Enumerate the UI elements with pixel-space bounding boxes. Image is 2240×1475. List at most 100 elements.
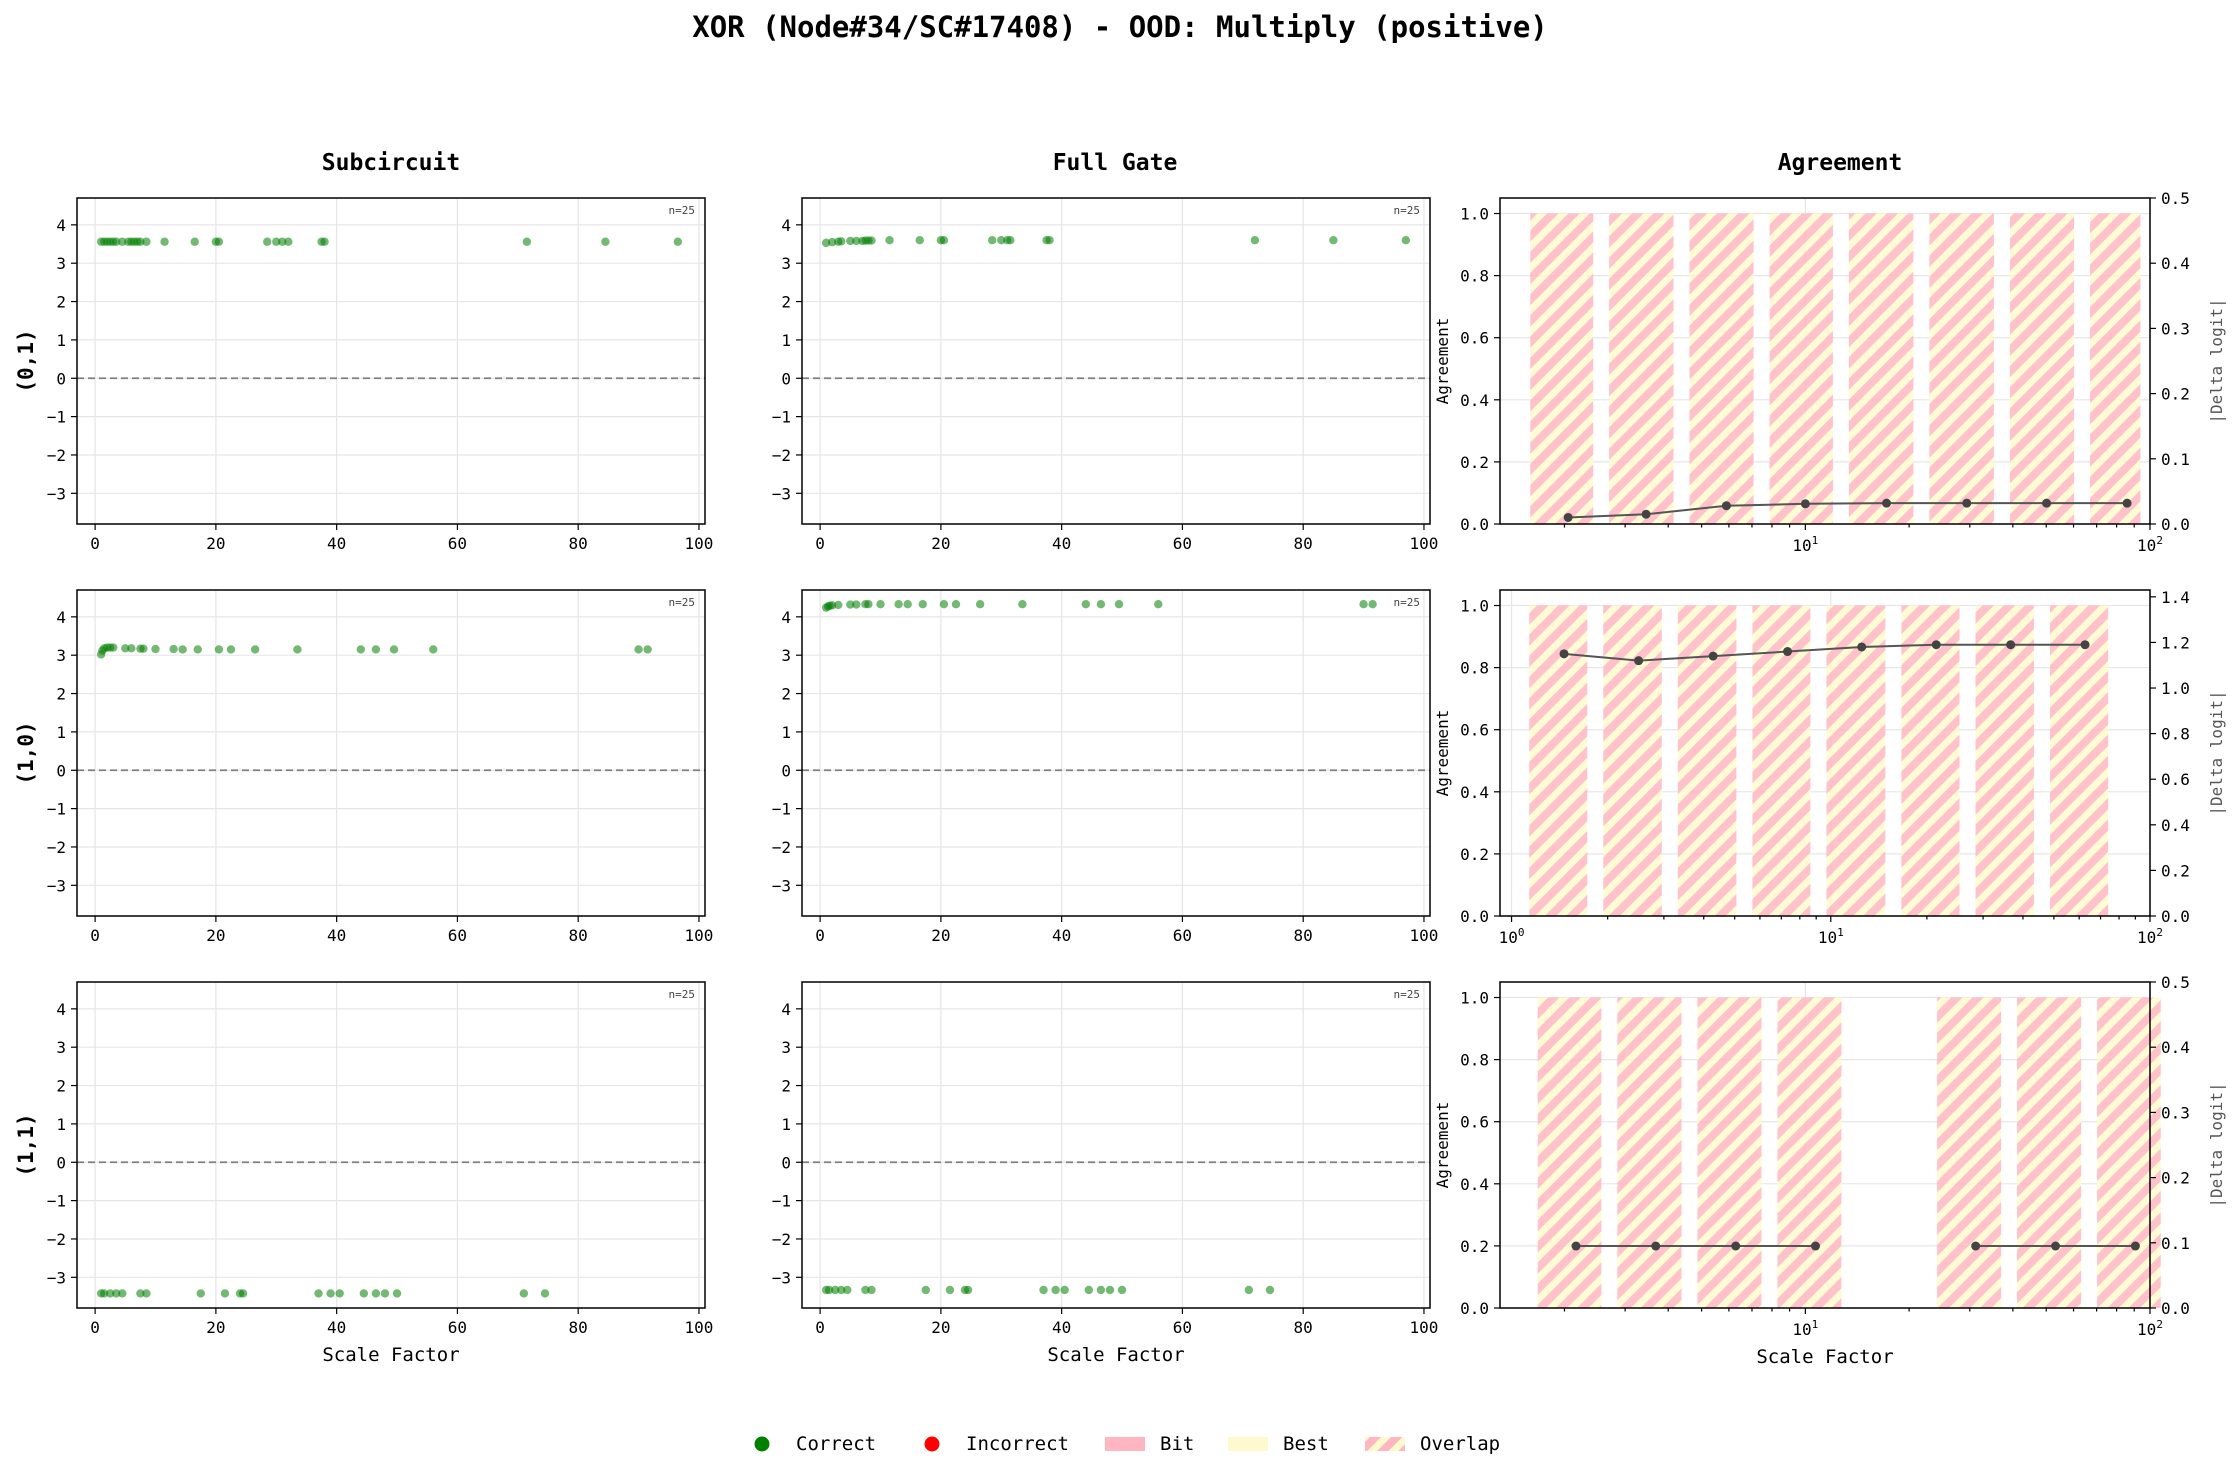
data-point [106,1289,115,1298]
y-tick-label: −2 [47,446,66,465]
x-tick-label: 100 [1410,1318,1439,1337]
agreement-panel-0-1: 0.0 0.2 0.4 0.6 0.8 1.0 0.0 0.1 0.2 0.3 0.4 0.5 101 1… [1433,189,2226,555]
legend-label: Overlap [1420,1433,1500,1455]
plot-frame [76,589,706,917]
scatter-panel-full-gate-1-0: 0 20 40 60 80 100 −3 −2 −1 0 1 2 3 4 n=25 [772,589,1438,945]
data-point [136,237,145,246]
data-point [903,599,912,609]
x-tick-label: 100 [1410,534,1439,553]
y-tick-label: 2 [781,685,791,704]
data-point [1114,599,1124,609]
agreement-bar [1537,997,1602,1308]
data-point [1045,235,1054,245]
y2-axis-label: |Delta logit| [2207,1082,2226,1207]
y-tick-label: −1 [47,408,66,427]
legend-swatch [1365,1437,1405,1451]
legend-swatch [1228,1437,1268,1451]
y-tick-label: 3 [781,1038,791,1057]
data-point [142,237,151,246]
x-tick-label: 0 [815,1318,825,1337]
agreement-panel-1-0: 0.0 0.2 0.4 0.6 0.8 1.0 0.0 0.2 0.4 0.6 0.8 1.0 1.2 1… [1433,588,2226,947]
data-point [1117,1285,1127,1295]
data-point [852,600,861,609]
y2-tick-label: 0.3 [2161,1103,2190,1122]
y2-tick-label: 1.4 [2161,588,2190,607]
x-tick-label: 20 [206,926,225,945]
sample-count-label: n=25 [1394,204,1421,217]
data-point [178,645,187,654]
y-tick-label: 2 [781,293,791,312]
y-tick-label: 3 [781,646,791,665]
x-tick-label: 101 [1792,534,1818,555]
data-point [112,237,121,246]
y2-tick-label: 0.0 [2161,515,2190,534]
delta-logit-point [2051,1241,2061,1251]
y-tick-label: 1.0 [1460,989,1489,1008]
delta-logit-point [1731,1241,1741,1251]
data-point [921,1285,930,1295]
y-tick-label: 0 [781,369,791,388]
y2-tick-label: 0.8 [2161,725,2190,744]
figure-title: XOR (Node#34/SC#17408) - OOD: Multiply (… [692,10,1548,44]
delta-logit-point [1882,498,1892,508]
row-label: (0,1) [14,329,38,392]
data-point [371,1289,381,1298]
y2-tick-label: 1.0 [2161,679,2190,698]
y2-tick-label: 0.0 [2161,907,2190,926]
y-tick-label: 1.0 [1460,597,1489,616]
agreement-bar [1769,213,1833,524]
delta-logit-point [1962,498,1972,508]
data-point [1401,235,1411,245]
data-point [843,1285,852,1295]
agreement-bar [1937,997,2002,1308]
data-point [190,237,199,246]
y-tick-label: 4 [56,216,66,235]
data-point [1105,1285,1115,1295]
data-point [1250,235,1260,245]
data-point [1329,235,1338,245]
data-point [837,237,846,246]
agreement-bar [1603,605,1662,916]
legend-label: Bit [1160,1433,1194,1455]
y-tick-label: 4 [781,1000,791,1019]
y-tick-label: −1 [47,800,66,819]
data-point [160,237,169,246]
x-tick-label: 80 [569,534,588,553]
delta-logit-point [1721,501,1731,511]
data-point [1081,599,1091,609]
x-tick-label: 0 [90,534,100,553]
agreement-bar [1529,605,1588,916]
y-tick-label: 1 [56,1115,66,1134]
y-tick-label: 1 [781,723,791,742]
legend-item-bit: Bit [1105,1433,1194,1455]
y-tick-label: −1 [772,800,791,819]
y2-tick-label: 1.2 [2161,633,2190,652]
data-point [963,1285,973,1295]
data-point [885,235,894,245]
agreement-bar [1617,997,1682,1308]
data-point [389,645,399,654]
y-tick-label: 0.0 [1460,1299,1489,1318]
data-point [136,1289,145,1298]
data-point [519,1289,529,1298]
legend-item-best: Best [1228,1433,1329,1455]
y-tick-label: 0 [56,1153,66,1172]
y-tick-label: −3 [772,1268,791,1287]
data-point [1018,599,1027,609]
delta-logit-point [1634,656,1644,666]
data-point [320,237,329,246]
data-point [1096,599,1106,609]
data-point [827,237,837,247]
y2-tick-label: 0.2 [2161,1169,2190,1188]
column-title-full-gate: Full Gate [1052,150,1178,176]
delta-logit-point [1783,647,1793,657]
y-tick-label: −1 [772,408,791,427]
agreement-bar [1975,605,2034,916]
y-tick-label: 3 [56,254,66,273]
data-point [894,599,903,609]
agreement-bar [1901,605,1960,916]
data-point [997,235,1006,245]
y-tick-label: 0 [56,369,66,388]
data-point [272,237,281,246]
